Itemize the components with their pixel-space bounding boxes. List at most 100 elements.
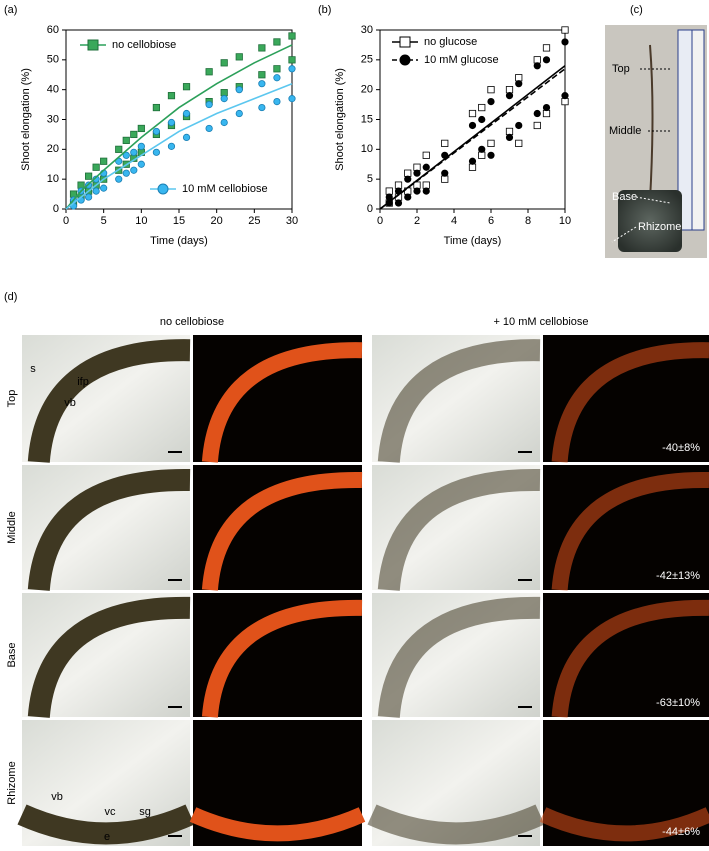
marker [182,83,191,91]
marker [167,92,176,100]
marker [542,44,551,52]
marker [235,53,243,61]
marker [137,124,145,133]
marker [404,169,412,177]
tissue [367,804,545,845]
tissue [551,342,709,463]
row-label: Rhizome [6,761,18,804]
photo-panel: (c) Top Middle Base Rhizome [605,4,707,258]
marker [561,92,569,100]
y-tick-label: 50 [47,54,59,66]
x-tick-label: 15 [173,215,185,227]
marker [182,133,191,141]
marker [122,169,130,177]
marker [468,121,477,130]
photo-label: Rhizome [638,221,681,233]
marker [533,109,541,118]
tissue [27,339,191,464]
marker [487,139,495,147]
tissue [539,807,709,842]
marker [122,151,130,159]
marker [542,56,551,64]
ruler [691,29,705,231]
x-axis-label: Time (days) [444,235,502,247]
annotation: vc [105,806,117,818]
marker [413,169,421,177]
x-tick-label: 5 [101,215,107,227]
x-tick-label: 2 [414,215,420,227]
legend-label: 10 mM glucose [424,54,499,66]
marker [487,98,495,106]
panel-label: (d) [4,291,17,303]
y-tick-label: 30 [361,24,373,36]
annotation: ifp [77,376,89,388]
tissue [551,471,709,591]
chart: (b) 0 2 4 6 8 10 0 5 10 15 20 25 30 Time (days) Shoot e… [318,4,571,247]
tissue [27,596,191,719]
annotation: e [104,831,110,843]
marker [441,169,449,177]
marker [130,148,138,156]
percent-change: -42±13% [656,570,700,582]
marker [100,157,108,165]
legend-marker [157,183,169,195]
y-tick-label: 20 [47,143,59,155]
annotation: sg [139,806,151,818]
percent-change: -40±8% [662,442,700,454]
marker [258,44,266,52]
chart: (a) 0 5 10 15 20 25 30 0 10 20 30 40 50 60 Time (days) S… [4,4,298,247]
marker [115,175,123,183]
marker [137,160,145,168]
marker [478,151,486,159]
photo-label: Top [612,63,630,75]
marker [115,145,123,153]
pointer [635,196,671,204]
marker [533,56,541,64]
pointer [611,226,637,243]
marker [137,142,145,150]
legend-marker [399,36,411,48]
y-tick-label: 10 [361,143,373,155]
panel-label: (b) [318,4,331,16]
marker [288,95,296,103]
marker [422,151,430,159]
y-tick-label: 25 [361,54,373,66]
marker [77,181,85,189]
tissue [551,599,709,718]
marker [487,86,495,94]
legend-label: 10 mM cellobiose [182,183,268,195]
x-tick-label: 20 [211,215,223,227]
y-axis-label: Shoot elongation (%) [20,68,32,171]
marker [152,148,160,156]
x-tick-label: 4 [451,215,457,227]
marker [205,68,213,76]
marker [92,163,100,171]
x-tick-label: 25 [248,215,260,227]
marker [130,166,138,174]
marker [288,56,296,64]
marker [220,59,228,67]
legend-marker [399,54,411,66]
marker [468,163,477,171]
column-header: no cellobiose [160,316,224,328]
row-label: Top [6,390,18,408]
y-tick-label: 60 [47,24,59,36]
x-tick-label: 30 [286,215,298,227]
marker [478,103,486,112]
marker [258,71,266,79]
marker [235,86,243,94]
marker [441,139,449,147]
legend-label: no glucose [424,36,477,48]
panel-label: (a) [4,4,17,16]
marker [92,187,100,195]
fit-line [65,82,293,210]
marker [515,139,523,147]
marker [385,193,393,201]
x-tick-label: 6 [488,215,494,227]
y-tick-label: 0 [53,203,59,215]
marker [422,187,430,195]
y-tick-label: 40 [47,84,59,96]
photo-label: Middle [609,125,641,137]
percent-change: -63±10% [656,697,700,709]
x-tick-label: 0 [377,215,383,227]
